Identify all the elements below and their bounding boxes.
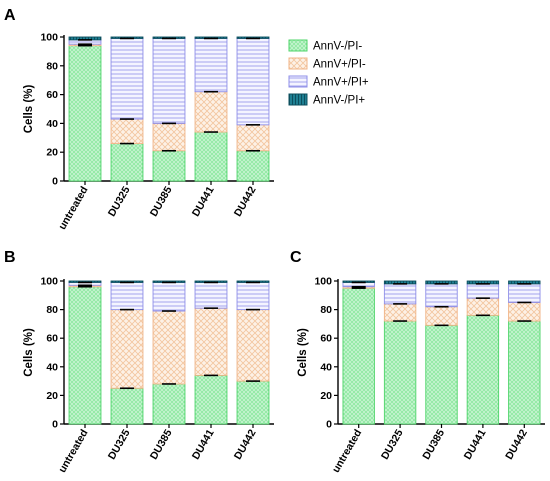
bar-segment-2	[194, 307, 228, 376]
bar-segment-3	[152, 281, 186, 312]
bar-segment-1	[194, 374, 228, 425]
y-tick-label: 40	[320, 361, 332, 373]
bar-segment-2	[152, 310, 186, 385]
x-tick-label: DU385	[148, 184, 175, 218]
bar-segment-3	[194, 281, 228, 309]
chart-panel-c: 0 20 40 60 80 100 Cells (%) untreated DU325 DU385…	[297, 276, 545, 475]
y-tick-label: 20	[320, 390, 332, 402]
y-tick-label: 40	[46, 361, 58, 373]
y-tick-label: 100	[314, 276, 332, 288]
bar-segment-3	[236, 37, 270, 126]
x-tick-label: DU441	[190, 427, 217, 461]
legend-swatch-2	[288, 57, 308, 70]
legend: AnnV-/PI- AnnV+/PI- AnnV+/PI+ AnnV-/PI+	[288, 39, 369, 107]
bar-segment-1	[68, 286, 102, 425]
legend-label-3: AnnV+/PI+	[313, 77, 369, 89]
x-tick-label: DU441	[190, 184, 217, 218]
bar-segment-2	[152, 122, 186, 152]
x-tick-label: DU442	[232, 184, 259, 218]
y-axis-label: Cells (%)	[23, 328, 35, 377]
bar-segment-1	[466, 314, 500, 425]
bar-segment-1	[68, 45, 102, 182]
x-tick-label: untreated	[330, 428, 364, 475]
x-tick-label: untreated	[56, 428, 90, 475]
bar-segment-1	[152, 383, 186, 425]
bar-segment-2	[236, 124, 270, 152]
y-tick-label: 80	[320, 304, 332, 316]
y-tick-label: 20	[46, 147, 58, 159]
bar-segment-3	[383, 283, 417, 305]
bar-segment-1	[236, 150, 270, 182]
bar-segment-1	[194, 131, 228, 182]
y-tick-label: 80	[46, 304, 58, 316]
bar-segment-3	[236, 281, 270, 311]
panel-letter-c: C	[290, 249, 302, 266]
y-tick-label: 60	[46, 89, 58, 101]
bar-segment-3	[466, 283, 500, 299]
x-tick-label: DU325	[379, 427, 406, 461]
bar-segment-2	[508, 302, 541, 322]
panel-letter-a: A	[4, 7, 16, 24]
y-tick-label: 100	[40, 276, 58, 288]
legend-label-4: AnnV-/PI+	[313, 95, 365, 107]
bar-segment-1	[110, 143, 144, 182]
x-tick-label: DU442	[503, 427, 530, 461]
y-tick-label: 0	[52, 176, 58, 188]
y-axis-label: Cells (%)	[23, 85, 35, 134]
x-tick-label: DU325	[106, 184, 133, 218]
bar-segment-2	[383, 303, 417, 322]
bar-segment-3	[110, 37, 144, 120]
y-tick-label: 0	[326, 419, 332, 431]
legend-swatch-1	[288, 39, 308, 52]
bar-segment-1	[152, 150, 186, 182]
bar-segment-2	[466, 297, 500, 316]
y-tick-label: 80	[46, 60, 58, 72]
legend-swatch-3	[288, 75, 308, 88]
x-tick-label: DU385	[420, 427, 447, 461]
panel-letter-b: B	[4, 249, 16, 266]
bar-segment-3	[194, 37, 228, 93]
x-tick-label: DU442	[232, 427, 259, 461]
x-tick-label: untreated	[56, 185, 90, 232]
bar-segment-2	[194, 91, 228, 133]
bar-segment-1	[236, 380, 270, 425]
bar-segment-3	[425, 283, 458, 308]
bar-segment-2	[425, 306, 458, 326]
y-tick-label: 20	[46, 390, 58, 402]
bar-segment-2	[110, 118, 144, 145]
bar-segment-3	[508, 283, 541, 303]
chart-panel-a: 0 20 40 60 80 100 Cells (%) untreated DU325 DU385…	[23, 32, 274, 232]
y-tick-label: 60	[46, 333, 58, 345]
bar-segment-1	[425, 324, 458, 425]
chart-panel-b: 0 20 40 60 80 100 Cells (%) untreated DU325 DU385…	[23, 276, 274, 475]
y-tick-label: 100	[40, 32, 58, 44]
bar-segment-2	[236, 309, 270, 382]
y-tick-label: 0	[52, 419, 58, 431]
legend-swatch-4	[288, 93, 308, 106]
bar-segment-2	[110, 309, 144, 389]
legend-label-2: AnnV+/PI-	[313, 59, 366, 71]
y-tick-label: 60	[320, 333, 332, 345]
bar-segment-1	[342, 287, 375, 425]
y-tick-label: 40	[46, 118, 58, 130]
x-tick-label: DU325	[106, 427, 133, 461]
legend-label-1: AnnV-/PI-	[313, 41, 362, 53]
x-tick-label: DU385	[148, 427, 175, 461]
bar-segment-3	[152, 37, 186, 124]
bar-segment-1	[508, 320, 541, 425]
bar-segment-3	[110, 281, 144, 311]
bar-segment-1	[110, 387, 144, 425]
x-tick-label: DU441	[462, 427, 489, 461]
y-axis-label: Cells (%)	[297, 328, 309, 377]
bar-segment-1	[383, 320, 417, 425]
